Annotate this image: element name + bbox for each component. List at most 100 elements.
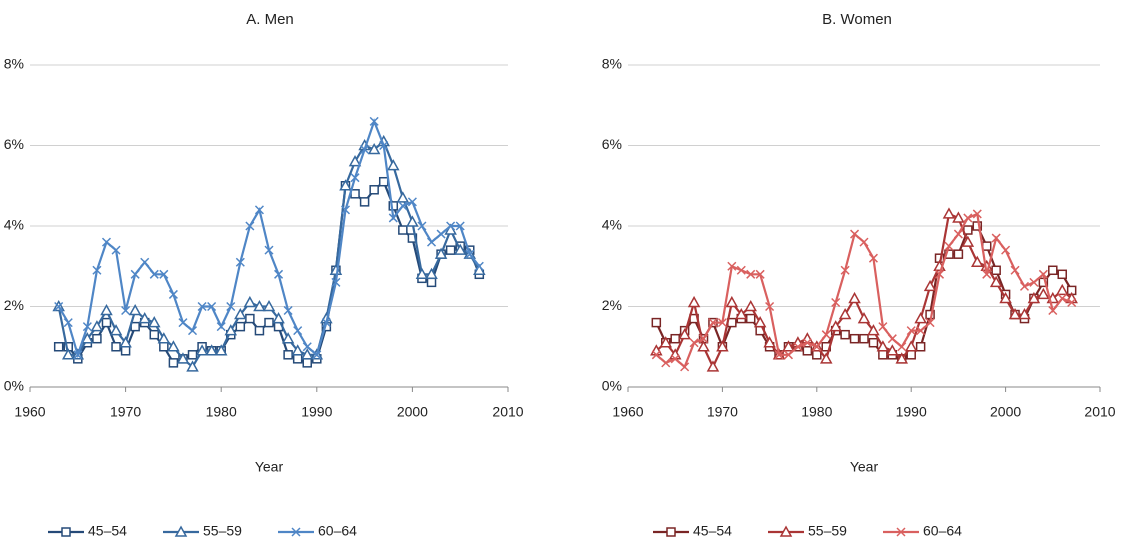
x-axis-label: Year xyxy=(255,459,284,475)
marker xyxy=(963,213,973,223)
marker xyxy=(661,358,671,368)
marker xyxy=(944,241,954,251)
marker xyxy=(302,342,312,352)
marker xyxy=(445,245,456,255)
marker xyxy=(981,241,992,251)
marker xyxy=(417,221,427,231)
marker xyxy=(109,324,123,336)
marker xyxy=(138,312,151,324)
marker xyxy=(925,318,935,328)
marker xyxy=(999,291,1012,304)
legend-label: 60–64 xyxy=(923,523,962,539)
marker xyxy=(53,342,64,352)
marker xyxy=(54,301,64,312)
marker xyxy=(73,350,83,360)
marker xyxy=(914,312,927,324)
legend-label: 55–59 xyxy=(203,523,242,539)
marker xyxy=(426,237,437,247)
marker xyxy=(379,140,389,151)
marker xyxy=(678,328,691,340)
marker xyxy=(725,295,739,308)
legend-marker xyxy=(666,527,676,537)
marker xyxy=(848,291,861,304)
marker xyxy=(367,142,381,155)
marker xyxy=(906,326,916,336)
marker xyxy=(961,235,975,247)
marker xyxy=(868,337,879,348)
marker xyxy=(140,257,150,267)
marker xyxy=(226,301,236,312)
x-tick-label: 2000 xyxy=(397,404,428,420)
marker xyxy=(302,358,312,368)
marker xyxy=(274,269,284,279)
marker xyxy=(782,340,795,352)
marker xyxy=(321,318,331,328)
marker xyxy=(378,176,389,187)
marker xyxy=(859,237,869,247)
y-tick-label: 4% xyxy=(4,217,24,233)
marker xyxy=(687,295,701,308)
marker xyxy=(262,299,276,312)
marker xyxy=(264,245,274,255)
legend-label: 60–64 xyxy=(318,523,357,539)
marker xyxy=(887,334,897,344)
legend-marker xyxy=(174,525,188,537)
marker xyxy=(1057,293,1067,303)
marker xyxy=(840,265,850,275)
marker xyxy=(746,269,756,279)
marker xyxy=(1019,281,1030,291)
marker xyxy=(1048,265,1058,276)
marker xyxy=(802,346,813,356)
marker xyxy=(369,185,379,195)
marker xyxy=(388,213,398,223)
marker xyxy=(168,358,179,368)
marker xyxy=(1038,269,1048,279)
marker xyxy=(339,179,352,191)
marker xyxy=(253,299,266,312)
y-tick-label: 2% xyxy=(602,297,622,313)
marker xyxy=(359,197,370,207)
y-tick-label: 8% xyxy=(602,56,622,72)
y-tick-label: 0% xyxy=(4,378,24,394)
marker xyxy=(651,317,662,328)
chart-title: A. Men xyxy=(246,11,294,28)
marker xyxy=(765,301,775,312)
marker xyxy=(168,289,178,299)
marker xyxy=(167,340,180,352)
marker xyxy=(340,205,351,215)
marker xyxy=(829,320,842,332)
marker xyxy=(838,308,852,320)
marker xyxy=(415,267,429,280)
legend-marker xyxy=(779,525,793,537)
marker xyxy=(819,352,833,364)
marker xyxy=(697,340,710,352)
marker xyxy=(121,305,131,316)
marker xyxy=(300,348,314,360)
marker xyxy=(783,350,794,360)
marker xyxy=(157,332,171,344)
y-tick-label: 6% xyxy=(602,136,622,152)
marker xyxy=(1067,297,1077,308)
y-tick-label: 2% xyxy=(4,297,24,313)
marker xyxy=(840,329,850,340)
marker xyxy=(904,340,918,352)
marker xyxy=(61,348,75,360)
marker xyxy=(120,346,131,356)
marker xyxy=(148,316,161,328)
marker xyxy=(426,277,437,288)
marker xyxy=(101,317,112,328)
marker xyxy=(886,344,899,356)
marker xyxy=(1037,287,1050,300)
marker xyxy=(82,322,92,332)
y-tick-label: 6% xyxy=(4,136,24,152)
marker xyxy=(934,269,945,279)
legend-label: 45–54 xyxy=(88,523,127,539)
marker xyxy=(1048,305,1058,316)
marker xyxy=(195,344,209,356)
marker xyxy=(350,173,360,183)
marker xyxy=(159,342,169,352)
legend-marker xyxy=(896,527,906,537)
marker xyxy=(859,333,869,344)
y-tick-label: 0% xyxy=(602,378,622,394)
